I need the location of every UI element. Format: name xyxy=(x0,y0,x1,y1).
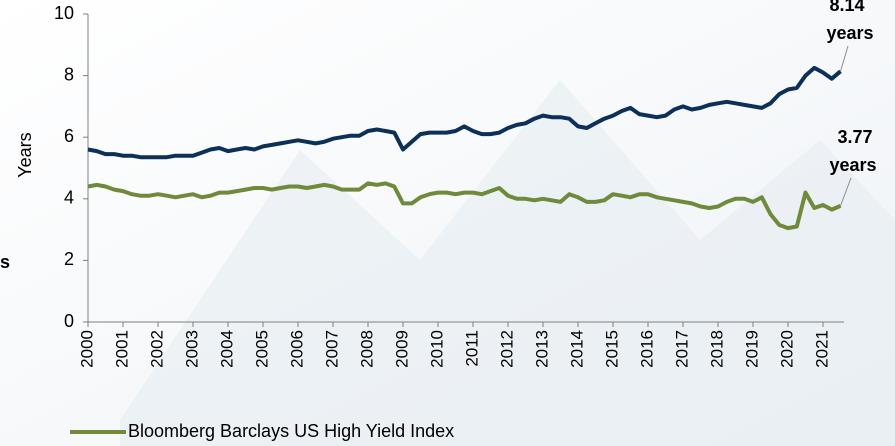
y-tick-label: 6 xyxy=(64,126,74,146)
x-tick-label: 2012 xyxy=(497,330,516,368)
x-tick-label: 2008 xyxy=(357,330,376,368)
y-tick-label: 4 xyxy=(64,188,74,208)
annotation-value: 8.14 xyxy=(829,0,864,15)
annotation-unit: years xyxy=(829,155,876,175)
annotation-unit: years xyxy=(826,23,873,43)
x-tick-label: 2021 xyxy=(812,330,831,368)
x-tick-label: 2010 xyxy=(427,330,446,368)
y-axis-label: Years xyxy=(15,132,35,177)
cropped-text: s xyxy=(0,252,10,272)
x-tick-label: 2005 xyxy=(252,330,271,368)
x-tick-label: 2017 xyxy=(672,330,691,368)
annotation-leader xyxy=(840,177,852,207)
data-line xyxy=(87,181,842,231)
y-tick-label: 0 xyxy=(64,311,74,331)
annotation-value: 3.77 xyxy=(837,127,872,147)
y-tick-label: 2 xyxy=(64,249,74,269)
x-tick-label: 2014 xyxy=(567,330,586,368)
x-tick-label: 2007 xyxy=(322,330,341,368)
legend-label: Bloomberg Barclays US High Yield Index xyxy=(128,421,454,441)
x-tick-label: 2002 xyxy=(147,330,166,368)
x-tick-label: 2001 xyxy=(112,330,131,368)
x-tick-label: 2020 xyxy=(777,330,796,368)
x-tick-label: 2000 xyxy=(77,330,96,368)
annotation-leader xyxy=(840,45,849,72)
x-tick-label: 2009 xyxy=(392,330,411,368)
y-tick-label: 10 xyxy=(54,3,74,23)
x-tick-label: 2015 xyxy=(602,330,621,368)
background-mountains xyxy=(120,80,895,446)
x-tick-label: 2016 xyxy=(637,330,656,368)
x-tick-label: 2006 xyxy=(287,330,306,368)
x-tick-label: 2003 xyxy=(182,330,201,368)
x-tick-label: 2004 xyxy=(217,330,236,368)
data-line xyxy=(87,65,842,160)
x-tick-label: 2013 xyxy=(532,330,551,368)
x-tick-label: 2019 xyxy=(742,330,761,368)
x-tick-label: 2018 xyxy=(707,330,726,368)
y-tick-label: 8 xyxy=(64,64,74,84)
x-tick-label: 2011 xyxy=(462,330,481,367)
